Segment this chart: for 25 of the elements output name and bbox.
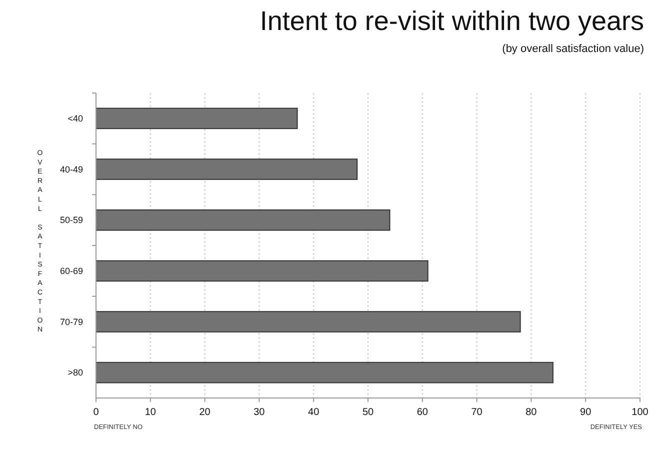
bar (96, 108, 298, 130)
x-tick-label: 80 (526, 407, 538, 418)
x-tick-label: 60 (416, 407, 428, 418)
x-tick-label: 10 (144, 407, 156, 418)
x-tick-label: 70 (471, 407, 483, 418)
x-tick-label: 50 (362, 407, 374, 418)
x-tick-label: 0 (93, 407, 100, 418)
y-tick-label: 70-79 (60, 316, 83, 327)
x-tick-label: 40 (308, 407, 320, 418)
x-tick-label: 30 (254, 407, 266, 418)
y-tick-label: 60-69 (60, 266, 83, 276)
x-tick-label: 100 (632, 407, 649, 418)
bar (96, 311, 521, 332)
x-tick-label: 90 (580, 407, 592, 418)
bar (96, 158, 358, 180)
y-tick-label: <40 (68, 113, 83, 124)
y-tick-label: >80 (68, 368, 83, 378)
chart-subtitle: (by overall satisfaction value) (502, 43, 644, 55)
bar (96, 260, 428, 282)
x-tick-label: 20 (199, 407, 211, 418)
chart-title: Intent to re-visit within two years (260, 6, 644, 36)
y-tick-label: 40-49 (60, 164, 83, 174)
bar (96, 209, 390, 231)
y-tick-label: 50-59 (60, 215, 83, 226)
bar (96, 362, 554, 384)
